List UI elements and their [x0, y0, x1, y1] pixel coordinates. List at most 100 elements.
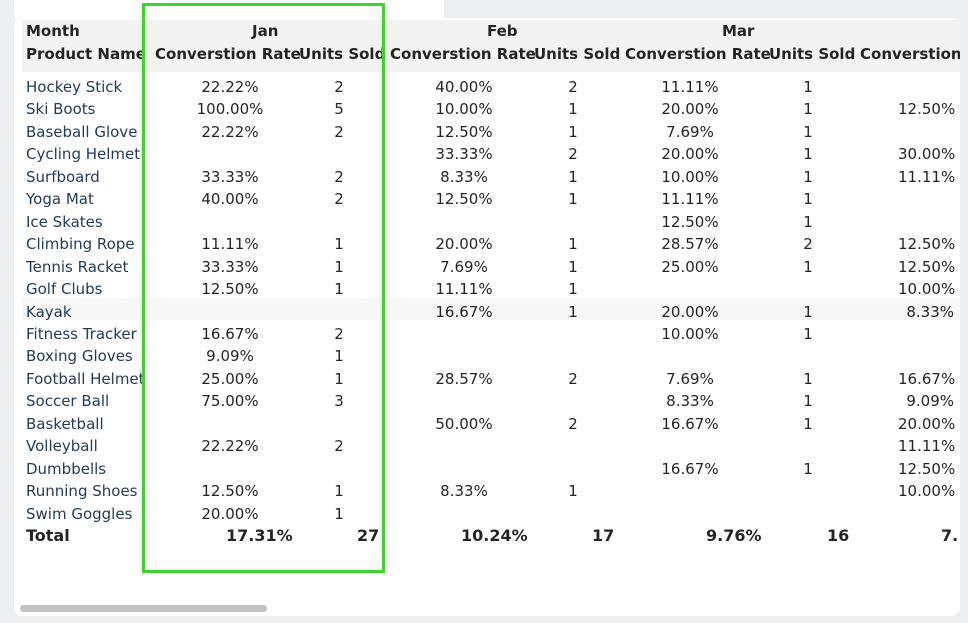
product-name-cell[interactable]: Yoga Mat: [26, 190, 94, 209]
header-band: [22, 20, 960, 72]
feb-units-sold-cell: 1: [568, 167, 578, 186]
product-name-header[interactable]: Product Name: [26, 45, 146, 63]
mar-units-sold-cell: 1: [803, 100, 813, 119]
month-header-feb[interactable]: Feb: [487, 22, 518, 40]
product-name-cell[interactable]: Kayak: [26, 302, 72, 321]
jan-conversion-rate-cell: 20.00%: [201, 504, 259, 523]
feb-conversion-rate-cell: 7.69%: [440, 257, 488, 276]
jan-conversion-rate-header[interactable]: Converstion Rate: [155, 45, 301, 63]
mar-units-sold-cell: 1: [803, 122, 813, 141]
jan-conversion-rate-cell: 100.00%: [196, 100, 264, 119]
mar-conversion-rate-cell: [620, 278, 760, 300]
feb-conversion-rate-cell: 10.00%: [435, 100, 493, 119]
product-name-cell[interactable]: Football Helmet: [26, 369, 145, 388]
apr-conversion-rate-cell: [898, 76, 954, 98]
total-label: Total: [26, 526, 70, 545]
apr-conversion-rate-cell: 9.09%: [906, 392, 954, 411]
month-header-jan[interactable]: Jan: [252, 22, 279, 40]
jan-units-sold-cell: 3: [334, 392, 344, 411]
mar-conversion-rate-cell: 16.67%: [661, 459, 719, 478]
feb-conversion-rate-cell: [394, 323, 534, 345]
feb-conversion-rate-header[interactable]: Converstion Rate: [390, 45, 536, 63]
product-name-cell[interactable]: Volleyball: [26, 437, 98, 456]
jan-units-sold-cell: 2: [334, 167, 344, 186]
feb-units-sold-cell: 1: [568, 235, 578, 254]
feb-conversion-rate-cell: 8.33%: [440, 482, 488, 501]
product-name-cell[interactable]: Surfboard: [26, 167, 100, 186]
jan-conversion-rate-cell: 33.33%: [201, 257, 259, 276]
feb-units-sold-cell: [537, 458, 609, 480]
product-name-cell[interactable]: Swim Goggles: [26, 504, 133, 523]
mar-conversion-rate-cell: 10.00%: [661, 167, 719, 186]
product-name-cell[interactable]: Climbing Rope: [26, 235, 135, 254]
product-name-cell[interactable]: Cycling Helmet: [26, 145, 141, 164]
horizontal-scrollbar[interactable]: [20, 603, 950, 613]
mar-units-sold-cell: 1: [803, 302, 813, 321]
product-name-cell[interactable]: Soccer Ball: [26, 392, 110, 411]
jan-units-sold-cell: 1: [334, 257, 344, 276]
jan-units-sold-header[interactable]: Units Sold: [299, 45, 386, 63]
total-jan-units-sold: 27: [357, 526, 380, 545]
row-hover-band: [22, 298, 960, 320]
mar-units-sold-header[interactable]: Units Sold: [769, 45, 856, 63]
mar-units-sold-cell: 2: [803, 235, 813, 254]
apr-conversion-rate-cell: [898, 188, 954, 210]
jan-column-highlight: [142, 3, 385, 573]
product-name-cell[interactable]: Ice Skates: [26, 212, 103, 231]
feb-conversion-rate-cell: 11.11%: [435, 280, 493, 299]
mar-units-sold-cell: [772, 278, 844, 300]
apr-conversion-rate-cell: [898, 121, 954, 143]
apr-conversion-rate-cell: 11.11%: [898, 437, 956, 456]
feb-units-sold-cell: 1: [568, 122, 578, 141]
product-name-cell[interactable]: Boxing Gloves: [26, 347, 133, 366]
mar-units-sold-cell: [772, 480, 844, 502]
product-name-cell[interactable]: Baseball Glove: [26, 122, 138, 141]
product-name-cell[interactable]: Running Shoes: [26, 482, 138, 501]
feb-conversion-rate-cell: 20.00%: [435, 235, 493, 254]
feb-conversion-rate-cell: 28.57%: [435, 369, 493, 388]
feb-conversion-rate-cell: [394, 435, 534, 457]
product-name-cell[interactable]: Golf Clubs: [26, 280, 103, 299]
feb-units-sold-cell: 1: [568, 482, 578, 501]
feb-conversion-rate-cell: [394, 390, 534, 412]
jan-units-sold-cell: 1: [334, 347, 344, 366]
product-name-cell[interactable]: Dumbbells: [26, 459, 107, 478]
mar-conversion-rate-header[interactable]: Converstion Rate: [625, 45, 771, 63]
total-apr-conversion-rate: 7.: [941, 526, 959, 545]
feb-units-sold-cell: [537, 390, 609, 412]
feb-units-sold-header[interactable]: Units Sold: [534, 45, 621, 63]
horizontal-scrollbar-thumb[interactable]: [20, 605, 267, 612]
feb-conversion-rate-cell: [394, 458, 534, 480]
jan-units-sold-cell: 2: [334, 78, 344, 96]
jan-units-sold-cell: 1: [334, 235, 344, 254]
mar-units-sold-cell: 1: [803, 459, 813, 478]
month-header-mar[interactable]: Mar: [722, 22, 755, 40]
mar-conversion-rate-cell: 12.50%: [661, 212, 719, 231]
mar-conversion-rate-cell: 11.11%: [661, 190, 719, 209]
product-name-cell[interactable]: Hockey Stick: [26, 78, 123, 96]
total-mar-conversion-rate: 9.76%: [706, 526, 762, 545]
product-name-cell[interactable]: Tennis Racket: [26, 257, 129, 276]
total-jan-conversion-rate: 17.31%: [226, 526, 293, 545]
feb-units-sold-cell: 1: [568, 257, 578, 276]
feb-conversion-rate-cell: 16.67%: [435, 302, 493, 321]
mar-conversion-rate-cell: [620, 480, 760, 502]
mar-conversion-rate-cell: 16.67%: [661, 414, 719, 433]
feb-units-sold-cell: 1: [568, 302, 578, 321]
apr-conversion-rate-cell: 12.50%: [898, 100, 956, 119]
month-header-label: Month: [26, 22, 80, 40]
total-mar-units-sold: 16: [827, 526, 850, 545]
feb-units-sold-cell: [537, 435, 609, 457]
product-name-cell[interactable]: Basketball: [26, 414, 104, 433]
feb-units-sold-cell: [537, 503, 609, 525]
jan-conversion-rate-cell: 12.50%: [201, 280, 259, 299]
feb-conversion-rate-cell: [394, 503, 534, 525]
jan-conversion-rate-cell: 40.00%: [201, 190, 259, 209]
apr-conversion-rate-cell: [898, 211, 954, 233]
mar-units-sold-cell: [772, 503, 844, 525]
apr-conversion-rate-header[interactable]: Converstion: [860, 45, 960, 63]
product-name-cell[interactable]: Ski Boots: [26, 100, 96, 119]
jan-units-sold-cell: 2: [334, 437, 344, 456]
product-name-cell[interactable]: Fitness Tracker: [26, 324, 137, 343]
feb-conversion-rate-cell: 12.50%: [435, 122, 493, 141]
